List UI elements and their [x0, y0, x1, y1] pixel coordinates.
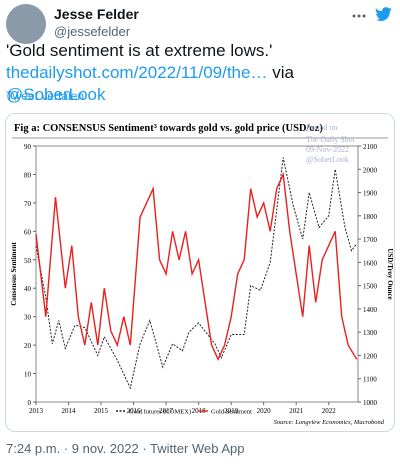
y2-tick-label: 1700 — [363, 236, 378, 244]
y-tick-label: 60 — [24, 228, 32, 236]
mention[interactable]: @SoberLook — [6, 85, 106, 104]
x-tick-label: 2014 — [62, 407, 77, 415]
y2-tick-label: 1800 — [363, 213, 378, 221]
y-tick-label: 20 — [24, 342, 32, 350]
x-tick-label: 2015 — [94, 407, 109, 415]
x-tick-label: 2013 — [29, 407, 44, 415]
more-button[interactable] — [350, 8, 368, 24]
author-handle[interactable]: @jessefelder — [54, 24, 131, 39]
legend-label: Gold futures (COMEX) — [129, 409, 191, 416]
plot-frame — [35, 145, 359, 403]
author-name[interactable]: Jesse Felder — [54, 6, 139, 22]
series-line — [35, 171, 358, 361]
x-tick-label: 2017 — [159, 407, 174, 415]
via: via — [272, 63, 294, 82]
watermark: Posted on — [306, 123, 337, 132]
x-tick-label: 2021 — [289, 407, 304, 415]
avatar[interactable] — [6, 4, 46, 44]
y2-tick-label: 2000 — [363, 166, 378, 174]
y2-tick-label: 1000 — [363, 399, 378, 407]
translate-link[interactable]: Tweet vertalen — [6, 89, 85, 103]
tweet-footer: 7:24 p.m. · 9 nov. 2022 · Twitter Web Ap… — [6, 441, 245, 456]
y2-tick-label: 1100 — [363, 376, 377, 384]
twitter-logo — [375, 7, 392, 21]
x-tick-label: 2019 — [224, 407, 239, 415]
y-tick-label: 10 — [24, 371, 32, 379]
watermark: @SoberLook — [306, 155, 349, 164]
y-tick-label: 0 — [28, 399, 32, 407]
x-tick-label: 2016 — [127, 407, 142, 415]
legend-label: Gold Sentiment — [211, 409, 252, 416]
x-tick-label: 2020 — [257, 407, 272, 415]
y-tick-label: 50 — [24, 257, 32, 265]
y2-tick-label: 1500 — [363, 283, 378, 291]
y2-tick-label: 2100 — [363, 143, 378, 151]
y2-tick-label: 1400 — [363, 306, 378, 314]
series-line — [35, 157, 358, 390]
watermark: The Daily Shot — [306, 135, 356, 144]
tweet-link[interactable]: thedailyshot.com/2022/11/09/the… — [6, 63, 268, 82]
y-tick-label: 90 — [24, 143, 32, 151]
y2-tick-label: 1900 — [363, 190, 378, 198]
chart: Fig a: CONSENSUS Sentiment³ towards gold… — [5, 113, 395, 432]
x-tick-label: 2022 — [322, 407, 337, 415]
tweet-text: 'Gold sentiment is at extreme lows.' the… — [6, 40, 394, 106]
y2-tick-label: 1200 — [363, 352, 378, 360]
y-axis-label: Consensus Sentiment — [10, 242, 18, 306]
y-tick-label: 40 — [24, 285, 32, 293]
y2-tick-label: 1300 — [363, 329, 378, 337]
watermark: 09-Nov-2022 — [306, 145, 349, 154]
y-tick-label: 80 — [24, 171, 32, 179]
tweet-body: 'Gold sentiment is at extreme lows.' — [6, 41, 273, 60]
y-tick-label: 70 — [24, 200, 32, 208]
y2-tick-label: 1600 — [363, 259, 378, 267]
chart-title: Fig a: CONSENSUS Sentiment³ towards gold… — [14, 123, 323, 134]
y-tick-label: 30 — [24, 314, 32, 322]
source-note: Source: Longview Economics, Macrobond — [274, 419, 385, 426]
y2-axis-label: USD/Troy Ounce — [386, 248, 394, 299]
